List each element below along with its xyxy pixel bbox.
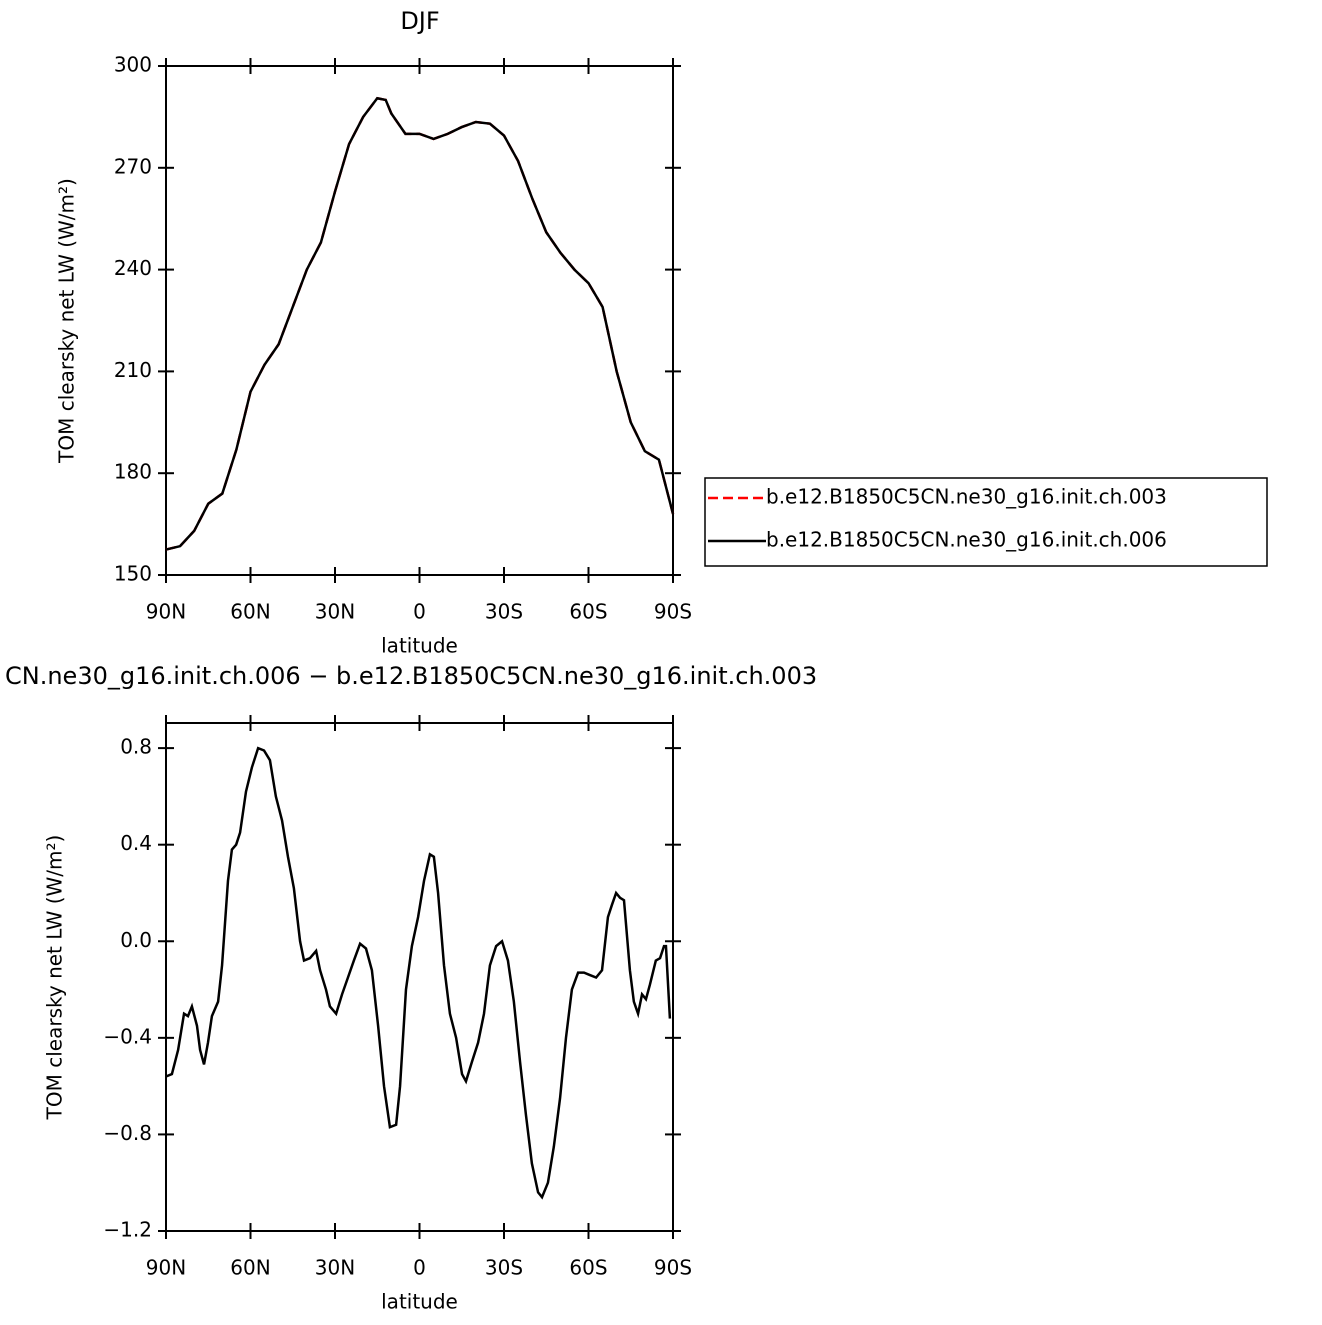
data-line [165,96,675,551]
x-tick-label: 60S [569,600,607,624]
x-tick-label: 90S [654,600,692,624]
legend-box [704,477,1268,567]
y-tick-label: −0.8 [103,1121,152,1145]
x-tick-label: 30S [485,1256,523,1280]
x-tick-label: 30N [315,600,355,624]
y-axis-label: TOM clearsky net LW (W/m²) [43,835,67,1121]
legend-label: b.e12.B1850C5CN.ne30_g16.init.ch.006 [766,528,1167,552]
data-line [165,96,675,551]
y-tick-label: 0.4 [120,831,152,855]
y-tick-label: −0.4 [103,1024,152,1048]
y-tick-label: 0.8 [120,735,152,759]
y-tick-label: 180 [114,460,152,484]
x-tick-label: 0 [413,600,426,624]
data-line [165,746,672,1200]
x-tick-label: 60N [230,1256,270,1280]
y-tick-label: 240 [114,256,152,280]
x-tick-label: 90N [146,1256,186,1280]
y-tick-label: 0.0 [120,928,152,952]
x-tick-label: 30S [485,600,523,624]
legend-label: b.e12.B1850C5CN.ne30_g16.init.ch.003 [766,485,1167,509]
y-tick-label: 270 [114,154,152,178]
x-tick-label: 0 [413,1256,426,1280]
chart-title: CN.ne30_g16.init.ch.006 − b.e12.B1850C5C… [5,662,817,690]
y-tick-label: 210 [114,358,152,382]
x-tick-label: 60N [230,600,270,624]
x-axis-label: latitude [381,634,458,658]
y-tick-label: 150 [114,562,152,586]
x-tick-label: 90N [146,600,186,624]
x-axis-label: latitude [381,1290,458,1314]
plot-frame [165,65,674,576]
x-tick-label: 90S [654,1256,692,1280]
y-tick-label: 300 [114,53,152,77]
y-axis-label: TOM clearsky net LW (W/m²) [55,178,79,464]
chart-title: DJF [400,7,439,35]
x-tick-label: 60S [569,1256,607,1280]
y-tick-label: −1.2 [103,1218,152,1242]
x-tick-label: 30N [315,1256,355,1280]
